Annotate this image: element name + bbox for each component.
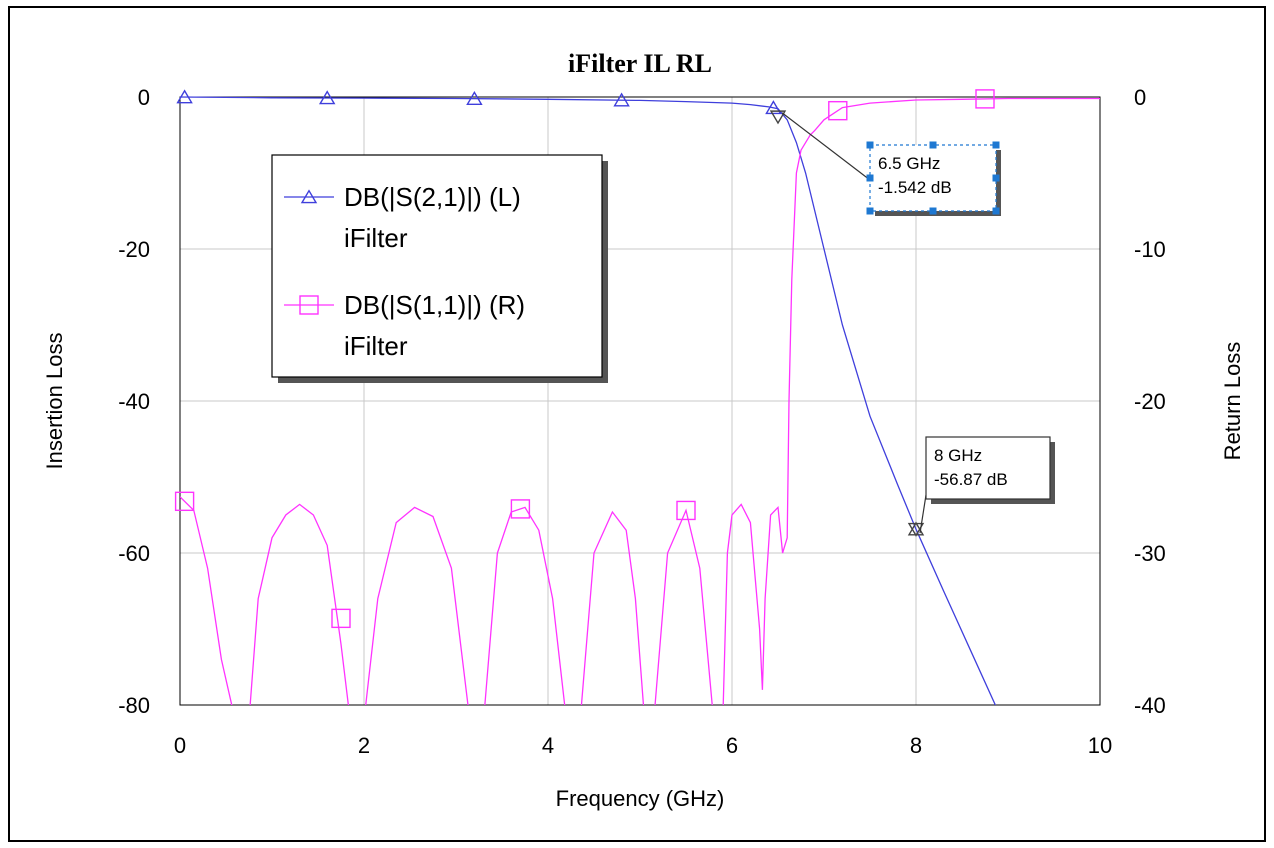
chart-frame — [8, 6, 1266, 842]
series-2-marker-1 — [331, 608, 351, 629]
marker-layer: 6.5 GHz -1.542 dB 8 GHz -56.87 dB — [769, 110, 1055, 537]
marker-1-handle-4 — [929, 207, 937, 215]
marker-1-handle-0 — [866, 141, 874, 149]
y-left-tick-label-4: -80 — [118, 693, 150, 718]
x-tick-label-0: 0 — [174, 733, 186, 758]
marker-2-frequency: 8 GHz — [934, 446, 982, 465]
marker-1-handle-7 — [992, 207, 1000, 215]
marker-1-handle-2 — [866, 207, 874, 215]
y-right-tick-label-0: 0 — [1134, 85, 1146, 110]
chart-title: iFilter IL RL — [568, 49, 712, 78]
legend[interactable]: DB(|S(2,1)|) (L) iFilter DB(|S(1,1)|) (R) i… — [271, 154, 608, 383]
marker-1-handle-1 — [866, 174, 874, 182]
x-tick-label-2: 4 — [542, 733, 554, 758]
series-1-marker-3 — [613, 92, 630, 107]
marker-2-leader — [919, 494, 927, 534]
y-left-tick-label-0: 0 — [138, 85, 150, 110]
marker-1-handle-5 — [992, 141, 1000, 149]
legend-entry-2-source: iFilter — [344, 331, 408, 361]
x-tick-label-3: 6 — [726, 733, 738, 758]
series-2-marker-2 — [510, 499, 531, 519]
marker-1-frequency: 6.5 GHz — [878, 154, 940, 173]
series-1-marker-4 — [765, 100, 782, 115]
y-left-tick-label-3: -60 — [118, 541, 150, 566]
y-left-tick-label-2: -40 — [118, 389, 150, 414]
series-2-marker-4 — [828, 100, 848, 121]
marker-2-box — [925, 436, 1051, 500]
legend-entry-1-source: iFilter — [344, 223, 408, 253]
marker-1-triangle-down — [769, 110, 787, 125]
plot-area — [179, 96, 1101, 706]
legend-swatch-marker-1 — [300, 189, 318, 204]
y-right-tick-label-2: -20 — [1134, 389, 1166, 414]
series-2-marker-5 — [975, 89, 995, 109]
x-axis-label: Frequency (GHz) — [556, 786, 725, 811]
series-2-marker-3 — [676, 500, 696, 521]
marker-2-value: -56.87 dB — [934, 470, 1008, 489]
legend-box — [271, 154, 603, 378]
series-1-marker-0 — [176, 89, 193, 104]
series-1-marker-2 — [466, 90, 483, 105]
marker-2-triangle-up — [907, 521, 925, 536]
legend-entry-2-name: DB(|S(1,1)|) (R) — [344, 290, 525, 320]
x-tick-label-4: 8 — [910, 733, 922, 758]
series-line-2 — [180, 97, 1100, 705]
marker-1-box — [869, 144, 997, 212]
tick-labels: 0 2 4 6 8 10 0 -20 -40 -60 -80 0 -10 -20 -30 -40 — [118, 85, 1166, 758]
marker-1-value: -1.542 dB — [878, 178, 952, 197]
series-1-marker-1 — [318, 90, 336, 105]
y-axis-label-left: Insertion Loss — [42, 333, 67, 470]
x-tick-label-1: 2 — [358, 733, 370, 758]
y-axis-label-right: Return Loss — [1220, 342, 1245, 461]
marker-1-leader — [781, 112, 871, 181]
y-right-tick-label-4: -40 — [1134, 693, 1166, 718]
marker-1-handle-6 — [992, 174, 1000, 182]
y-left-tick-label-1: -20 — [118, 237, 150, 262]
legend-swatch-marker-2 — [299, 295, 319, 315]
legend-entry-1-name: DB(|S(2,1)|) (L) — [344, 182, 521, 212]
marker-1-handle-3 — [929, 141, 937, 149]
y-right-tick-label-3: -30 — [1134, 541, 1166, 566]
y-right-tick-label-1: -10 — [1134, 237, 1166, 262]
series-2-marker-0 — [174, 491, 195, 512]
x-tick-label-5: 10 — [1088, 733, 1112, 758]
